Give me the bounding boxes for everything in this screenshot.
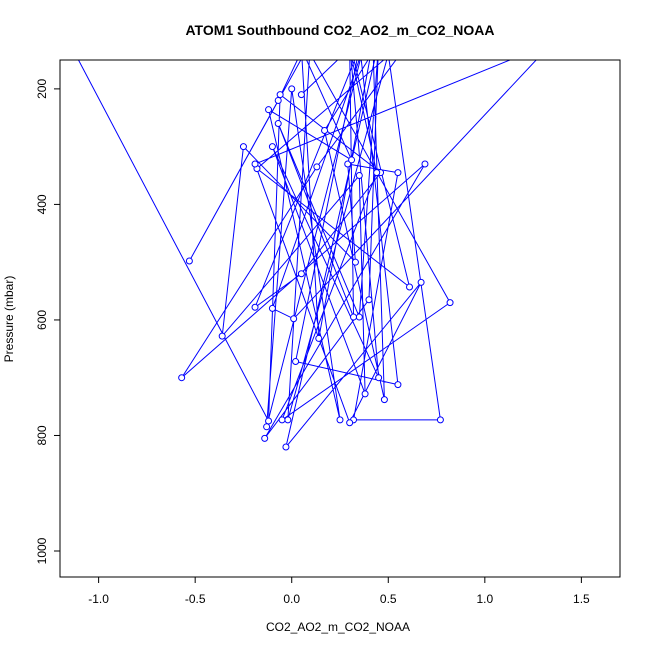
data-point xyxy=(251,160,259,168)
data-point xyxy=(315,334,323,342)
data-point xyxy=(297,270,305,278)
data-point xyxy=(274,120,282,128)
x-tick-label: -0.5 xyxy=(185,592,206,606)
data-point xyxy=(265,417,273,425)
data-point xyxy=(274,96,282,104)
data-point xyxy=(263,423,271,431)
data-point xyxy=(313,163,321,171)
x-tick-label: -1.0 xyxy=(88,592,109,606)
data-point xyxy=(406,283,414,291)
data-point xyxy=(265,106,273,114)
data-point xyxy=(185,257,193,265)
data-point xyxy=(276,91,284,99)
data-point xyxy=(292,358,300,366)
x-axis: -1.0 -0.5 0.0 0.5 1.0 1.5 xyxy=(88,577,590,606)
y-axis-label: Pressure (mbar) xyxy=(2,276,16,363)
data-point xyxy=(278,416,286,424)
data-point xyxy=(251,303,259,311)
data-point xyxy=(336,416,344,424)
data-point xyxy=(348,156,356,164)
data-point xyxy=(297,91,305,99)
data-point xyxy=(290,315,298,323)
data-point xyxy=(351,258,359,266)
y-tick-label: 200 xyxy=(35,79,49,99)
data-point xyxy=(375,374,383,382)
x-axis-label: CO2_AO2_m_CO2_NOAA xyxy=(266,620,410,634)
chart-title: ATOM1 Southbound CO2_AO2_m_CO2_NOAA xyxy=(185,22,494,38)
data-point xyxy=(268,304,276,312)
data-point xyxy=(239,143,247,151)
data-point xyxy=(394,169,402,177)
data-point xyxy=(417,278,425,286)
x-tick-label: 0.5 xyxy=(380,592,397,606)
data-point xyxy=(446,299,454,307)
data-point xyxy=(421,160,429,168)
y-tick-label: 400 xyxy=(35,194,49,214)
data-point xyxy=(355,313,363,321)
x-tick-label: 0.0 xyxy=(283,592,300,606)
plot-border xyxy=(59,59,621,578)
data-point xyxy=(355,172,363,180)
data-point xyxy=(436,416,444,424)
data-point xyxy=(380,396,388,404)
data-point xyxy=(284,416,292,424)
data-point xyxy=(282,443,290,451)
plot-area xyxy=(77,60,537,451)
series-points xyxy=(178,85,454,451)
data-point xyxy=(321,126,329,134)
data-point xyxy=(268,143,276,151)
y-axis: 200 400 600 800 1000 xyxy=(35,79,60,564)
y-tick-label: 1000 xyxy=(35,537,49,564)
x-tick-label: 1.5 xyxy=(573,592,590,606)
data-point xyxy=(178,374,186,382)
data-point xyxy=(218,332,226,340)
x-tick-label: 1.0 xyxy=(476,592,493,606)
data-point xyxy=(288,85,296,93)
data-point xyxy=(346,419,354,427)
y-tick-label: 600 xyxy=(35,310,49,330)
data-point xyxy=(350,313,358,321)
data-point xyxy=(361,390,369,398)
data-point xyxy=(373,169,381,177)
data-point xyxy=(261,434,269,442)
y-tick-label: 800 xyxy=(35,425,49,445)
data-point xyxy=(394,381,402,389)
data-point xyxy=(365,296,373,304)
